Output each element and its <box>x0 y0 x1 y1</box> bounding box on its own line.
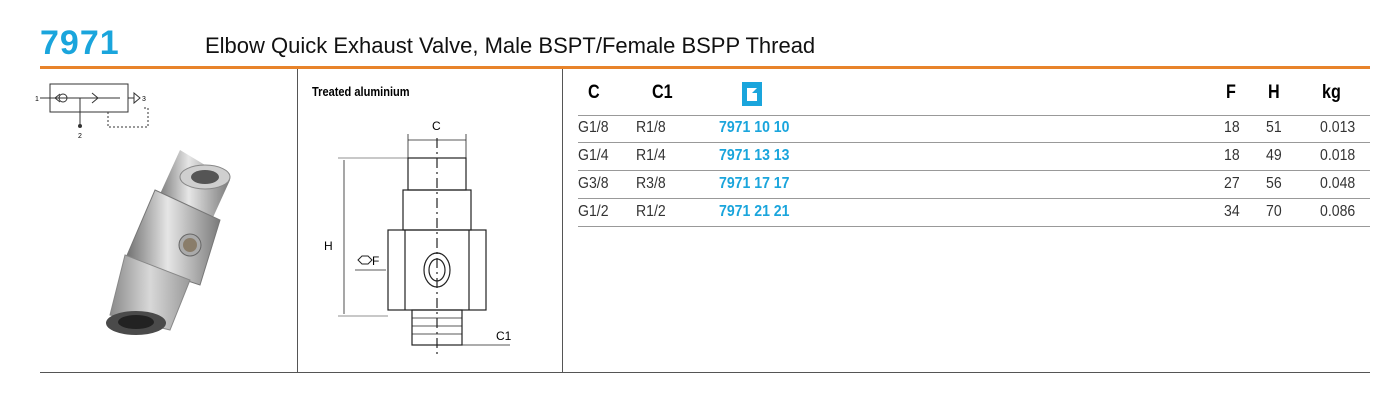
table-cell: 49 <box>1266 147 1282 164</box>
table-cell: 56 <box>1266 175 1282 192</box>
table-cell: G1/4 <box>578 147 609 164</box>
product-code: 7971 <box>40 24 120 62</box>
table-cell: 27 <box>1224 175 1240 192</box>
column-divider <box>562 69 563 372</box>
dim-label: H <box>324 239 333 253</box>
column-header: H <box>1268 82 1280 103</box>
part-number: 7971 17 17 <box>719 175 790 192</box>
row-rule <box>578 142 1370 143</box>
footer-rule <box>40 372 1370 373</box>
part-number: 7971 21 21 <box>719 203 790 220</box>
table-cell: R3/8 <box>636 175 666 192</box>
table-cell: R1/2 <box>636 203 666 220</box>
table-cell: G1/8 <box>578 119 609 136</box>
table-cell: R1/4 <box>636 147 666 164</box>
dim-label: F <box>372 254 379 268</box>
table-cell: 18 <box>1224 119 1240 136</box>
table-cell: 0.048 <box>1320 175 1356 192</box>
valve-photo <box>106 150 231 335</box>
table-cell: R1/8 <box>636 119 666 136</box>
port-label: 3 <box>142 96 146 103</box>
column-divider <box>297 69 298 372</box>
pneumatic-symbol <box>40 83 149 128</box>
row-rule <box>578 170 1370 171</box>
part-number-icon <box>742 82 762 106</box>
table-cell: 0.013 <box>1320 119 1356 136</box>
material: Treated aluminium <box>312 84 410 99</box>
row-rule <box>578 198 1370 199</box>
product-illustration: 1 2 3 <box>35 83 231 335</box>
dim-label: C1 <box>496 329 512 343</box>
table-cell: 70 <box>1266 203 1282 220</box>
column-header: C1 <box>652 82 673 103</box>
port-label: 2 <box>78 133 82 140</box>
column-header: F <box>1226 82 1236 103</box>
table-cell: G1/2 <box>578 203 609 220</box>
column-header: kg <box>1322 82 1341 103</box>
table-cell: 0.018 <box>1320 147 1356 164</box>
table-cell: G3/8 <box>578 175 609 192</box>
part-number: 7971 13 13 <box>719 147 790 164</box>
table-cell: 18 <box>1224 147 1240 164</box>
port-label: 1 <box>35 96 39 103</box>
table-cell: 0.086 <box>1320 203 1356 220</box>
part-number: 7971 10 10 <box>719 119 790 136</box>
product-title: Elbow Quick Exhaust Valve, Male BSPT/Fem… <box>205 33 816 58</box>
dimension-drawing: C H F C1 <box>324 119 512 355</box>
column-header: C <box>588 82 600 103</box>
dim-label: C <box>432 119 441 133</box>
table-cell: 34 <box>1224 203 1240 220</box>
hex-symbol <box>357 255 373 265</box>
row-rule <box>578 226 1370 227</box>
header-rule <box>40 66 1370 69</box>
table-cell: 51 <box>1266 119 1282 136</box>
row-rule <box>578 115 1370 116</box>
